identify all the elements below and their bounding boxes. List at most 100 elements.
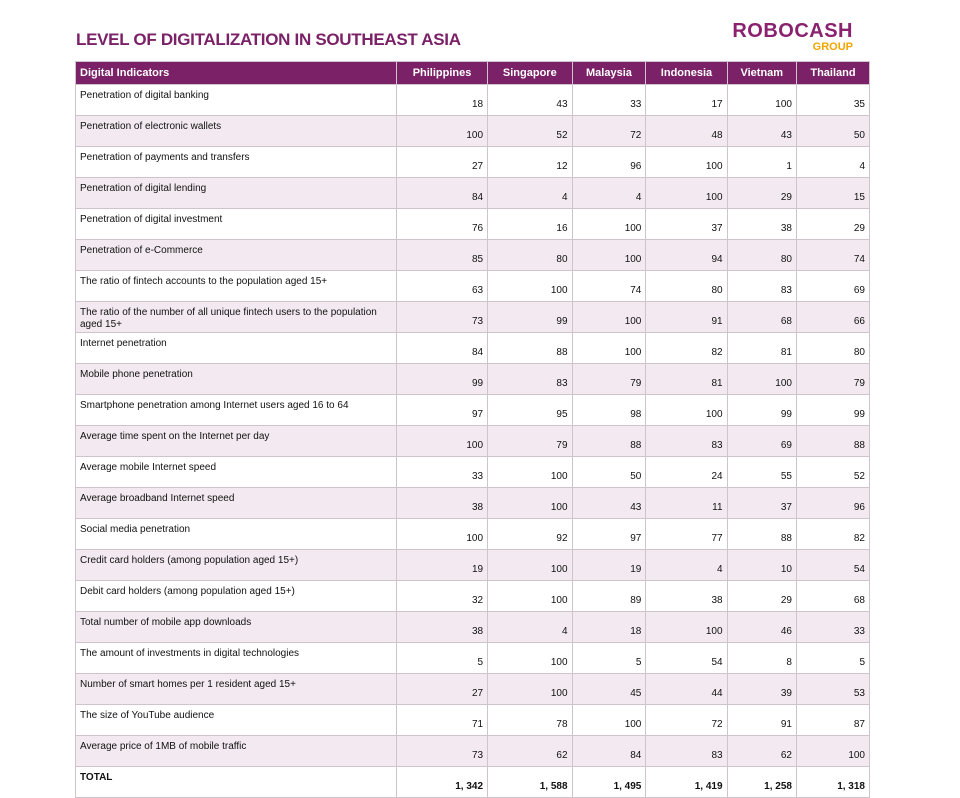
cell-value: 19 bbox=[571, 549, 647, 581]
cell-value: 39 bbox=[726, 673, 797, 705]
cell-value: 78 bbox=[487, 704, 573, 736]
cell-value: 76 bbox=[395, 208, 489, 240]
cell-value: 100 bbox=[395, 425, 489, 457]
cell-value: 84 bbox=[395, 332, 489, 364]
cell-value: 100 bbox=[571, 704, 647, 736]
cell-value: 99 bbox=[726, 394, 797, 426]
cell-value: 73 bbox=[395, 735, 489, 767]
cell-value: 99 bbox=[395, 363, 489, 395]
cell-value: 68 bbox=[795, 580, 871, 612]
row-label: Average time spent on the Internet per d… bbox=[75, 425, 397, 457]
header-row: Digital Indicators Philippines Singapore Ma… bbox=[75, 61, 871, 85]
cell-value: 11 bbox=[645, 487, 728, 519]
cell-value: 100 bbox=[726, 84, 797, 116]
page: LEVEL OF DIGITALIZATION IN SOUTHEAST ASI… bbox=[75, 20, 871, 798]
table-row: Average price of 1MB of mobile traffic 73… bbox=[75, 735, 871, 767]
cell-value: 43 bbox=[487, 84, 573, 116]
cell-value: 33 bbox=[395, 456, 489, 488]
cell-value: 83 bbox=[645, 735, 728, 767]
cell-value: 4 bbox=[487, 177, 573, 209]
cell-value: 84 bbox=[571, 735, 647, 767]
cell-value: 88 bbox=[487, 332, 573, 364]
cell-value: 91 bbox=[645, 301, 728, 333]
cell-value: 88 bbox=[726, 518, 797, 550]
cell-value: 73 bbox=[395, 301, 489, 333]
row-label: Average mobile Internet speed bbox=[75, 456, 397, 488]
cell-value: 38 bbox=[726, 208, 797, 240]
table-row: Debit card holders (among population age… bbox=[75, 580, 871, 612]
cell-value: 99 bbox=[487, 301, 573, 333]
cell-value: 80 bbox=[645, 270, 728, 302]
row-label: Social media penetration bbox=[75, 518, 397, 550]
cell-value: 18 bbox=[395, 84, 489, 116]
row-label: Credit card holders (among population ag… bbox=[75, 549, 397, 581]
total-row: TOTAL 1, 342 1, 588 1, 495 1, 419 1, 258 1, 31… bbox=[75, 766, 871, 798]
cell-value: 84 bbox=[395, 177, 489, 209]
cell-value: 80 bbox=[726, 239, 797, 271]
cell-value: 50 bbox=[571, 456, 647, 488]
total-value: 1, 495 bbox=[571, 766, 647, 798]
row-label: The ratio of fintech accounts to the pop… bbox=[75, 270, 397, 302]
cell-value: 4 bbox=[487, 611, 573, 643]
column-header: Vietnam bbox=[726, 61, 797, 85]
cell-value: 71 bbox=[395, 704, 489, 736]
cell-value: 8 bbox=[726, 642, 797, 674]
cell-value: 4 bbox=[795, 146, 871, 178]
column-header: Indonesia bbox=[645, 61, 728, 85]
cell-value: 100 bbox=[395, 518, 489, 550]
cell-value: 27 bbox=[395, 673, 489, 705]
cell-value: 69 bbox=[726, 425, 797, 457]
cell-value: 100 bbox=[571, 332, 647, 364]
row-label: The ratio of the number of all unique fi… bbox=[75, 301, 397, 333]
row-label: Smartphone penetration among Internet us… bbox=[75, 394, 397, 426]
cell-value: 52 bbox=[795, 456, 871, 488]
cell-value: 27 bbox=[395, 146, 489, 178]
cell-value: 55 bbox=[726, 456, 797, 488]
row-label: Average broadband Internet speed bbox=[75, 487, 397, 519]
row-label: Debit card holders (among population age… bbox=[75, 580, 397, 612]
cell-value: 100 bbox=[395, 115, 489, 147]
data-table: Digital Indicators Philippines Singapore Ma… bbox=[75, 61, 871, 798]
cell-value: 68 bbox=[726, 301, 797, 333]
cell-value: 100 bbox=[487, 270, 573, 302]
cell-value: 43 bbox=[726, 115, 797, 147]
cell-value: 74 bbox=[795, 239, 871, 271]
row-label: Mobile phone penetration bbox=[75, 363, 397, 395]
table-row: Penetration of digital banking 18 43 33 17 10… bbox=[75, 84, 871, 116]
column-header: Digital Indicators bbox=[75, 61, 397, 85]
cell-value: 53 bbox=[795, 673, 871, 705]
cell-value: 100 bbox=[487, 673, 573, 705]
cell-value: 79 bbox=[487, 425, 573, 457]
table-row: Smartphone penetration among Internet us… bbox=[75, 394, 871, 426]
cell-value: 100 bbox=[487, 642, 573, 674]
table-row: Internet penetration 84 88 100 82 81 80 bbox=[75, 332, 871, 364]
table-row: The ratio of the number of all unique fi… bbox=[75, 301, 871, 333]
table-row: Credit card holders (among population ag… bbox=[75, 549, 871, 581]
table-row: The ratio of fintech accounts to the pop… bbox=[75, 270, 871, 302]
cell-value: 83 bbox=[487, 363, 573, 395]
cell-value: 92 bbox=[487, 518, 573, 550]
total-label: TOTAL bbox=[75, 766, 397, 798]
logo-name: ROBOCASH bbox=[732, 20, 853, 42]
table-row: Penetration of payments and transfers 27 1… bbox=[75, 146, 871, 178]
cell-value: 35 bbox=[795, 84, 871, 116]
cell-value: 80 bbox=[795, 332, 871, 364]
row-label: Total number of mobile app downloads bbox=[75, 611, 397, 643]
cell-value: 24 bbox=[645, 456, 728, 488]
cell-value: 79 bbox=[795, 363, 871, 395]
row-label: The size of YouTube audience bbox=[75, 704, 397, 736]
cell-value: 80 bbox=[487, 239, 573, 271]
cell-value: 4 bbox=[571, 177, 647, 209]
table-row: Social media penetration 100 92 97 77 88 82 bbox=[75, 518, 871, 550]
column-header: Thailand bbox=[795, 61, 871, 85]
cell-value: 33 bbox=[795, 611, 871, 643]
cell-value: 83 bbox=[645, 425, 728, 457]
logo: ROBOCASH GROUP bbox=[728, 20, 853, 53]
row-label: Penetration of payments and transfers bbox=[75, 146, 397, 178]
cell-value: 95 bbox=[487, 394, 573, 426]
cell-value: 100 bbox=[487, 456, 573, 488]
row-label: Number of smart homes per 1 resident age… bbox=[75, 673, 397, 705]
column-header: Singapore bbox=[487, 61, 573, 85]
row-label: Internet penetration bbox=[75, 332, 397, 364]
total-value: 1, 342 bbox=[395, 766, 489, 798]
